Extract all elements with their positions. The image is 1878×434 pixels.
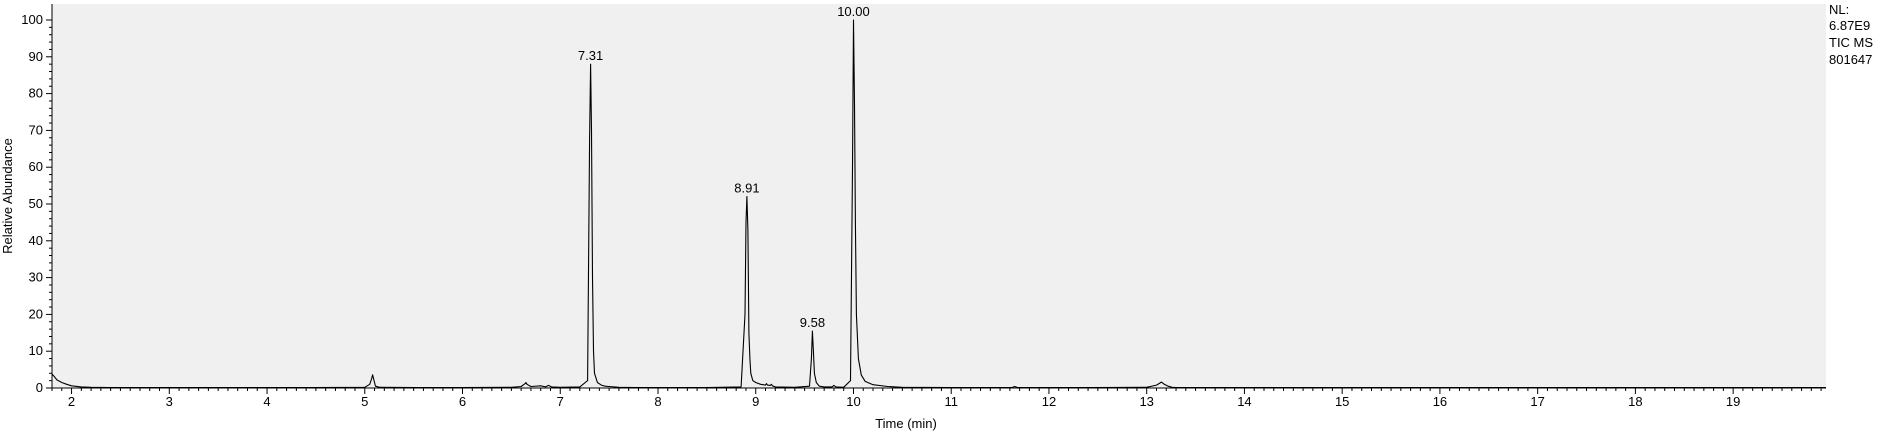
y-tick-label: 0 xyxy=(36,380,43,395)
peak-label: 10.00 xyxy=(837,4,870,19)
x-tick-label: 9 xyxy=(752,394,759,409)
x-tick-label: 15 xyxy=(1335,394,1349,409)
x-axis: 2 3 4 5 6 7 8 9 10 11 12 13 14 15 16 17 18 19 xyxy=(51,387,1826,409)
x-tick-label: 12 xyxy=(1042,394,1056,409)
info-line-sample-id: 801647 xyxy=(1829,52,1872,67)
x-tick-label: 4 xyxy=(263,394,270,409)
x-tick-label: 10 xyxy=(846,394,860,409)
info-line-nl-label: NL: xyxy=(1829,2,1849,17)
x-tick-label: 14 xyxy=(1237,394,1251,409)
y-tick-label: 30 xyxy=(29,270,43,285)
peak-label: 8.91 xyxy=(734,181,759,196)
x-tick-label: 13 xyxy=(1139,394,1153,409)
y-tick-label: 70 xyxy=(29,122,43,137)
info-block: NL: 6.87E9 TIC MS 801647 xyxy=(1829,2,1873,67)
peak-label: 9.58 xyxy=(800,315,825,330)
x-tick-label: 7 xyxy=(557,394,564,409)
info-line-nl-value: 6.87E9 xyxy=(1829,18,1870,33)
y-axis-title: Relative Abundance xyxy=(0,138,15,254)
x-tick-label: 8 xyxy=(654,394,661,409)
x-tick-label: 11 xyxy=(944,394,958,409)
x-tick-label: 16 xyxy=(1433,394,1447,409)
y-tick-label: 100 xyxy=(21,12,43,27)
x-tick-label: 17 xyxy=(1530,394,1544,409)
plot-area xyxy=(52,4,1826,388)
peak-labels: 7.31 8.91 9.58 10.00 xyxy=(578,4,870,330)
x-tick-label: 6 xyxy=(459,394,466,409)
info-line-scan-type: TIC MS xyxy=(1829,35,1873,50)
y-tick-label: 80 xyxy=(29,86,43,101)
y-tick-label: 60 xyxy=(29,159,43,174)
y-tick-label: 10 xyxy=(29,343,43,358)
x-tick-label: 3 xyxy=(166,394,173,409)
y-axis: 0 10 20 30 40 50 60 70 80 90 100 xyxy=(21,4,53,395)
x-tick-label: 18 xyxy=(1628,394,1642,409)
y-tick-label: 20 xyxy=(29,306,43,321)
y-tick-label: 40 xyxy=(29,233,43,248)
y-tick-label: 50 xyxy=(29,196,43,211)
y-tick-label: 90 xyxy=(29,49,43,64)
tic-trace xyxy=(51,19,1826,389)
x-tick-label: 5 xyxy=(361,394,368,409)
x-tick-label: 2 xyxy=(68,394,75,409)
x-axis-title: Time (min) xyxy=(875,416,937,431)
x-tick-label: 19 xyxy=(1726,394,1740,409)
peak-label: 7.31 xyxy=(578,48,603,63)
